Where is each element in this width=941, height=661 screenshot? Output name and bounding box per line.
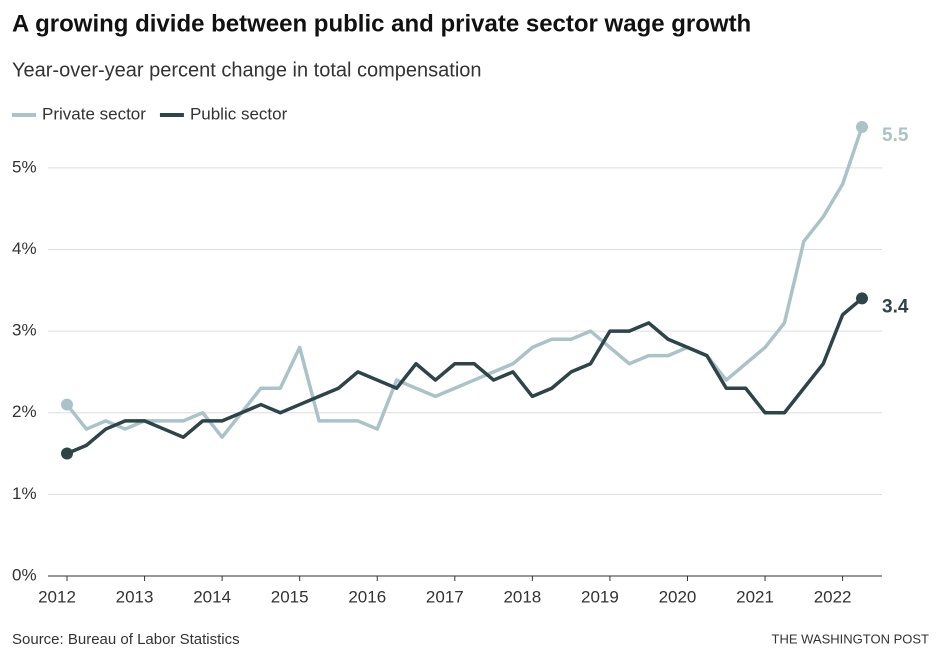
- x-tick-label: 2014: [193, 587, 231, 606]
- y-tick-label: 5%: [12, 157, 37, 176]
- end-dot: [856, 121, 868, 133]
- line: [65, 126, 864, 439]
- end-dot: [61, 398, 73, 411]
- x-tick-label: 2019: [581, 587, 619, 606]
- source: Source: Bureau of Labor Statistics: [12, 631, 240, 648]
- y-tick-label: 4%: [12, 239, 37, 258]
- credit: THE WASHINGTON POST: [772, 631, 930, 646]
- chart-title: A growing divide between public and priv…: [12, 10, 751, 37]
- x-tick-label: 2020: [659, 587, 697, 606]
- y-tick-label: 1%: [12, 484, 37, 503]
- x-tick-label: 2015: [271, 587, 309, 606]
- x-tick-label: 2018: [503, 587, 541, 606]
- y-tick-label: 2%: [12, 402, 37, 421]
- x-tick-label: 2012: [38, 587, 76, 606]
- x-tick-label: 2013: [116, 587, 154, 606]
- end-label: 3.4: [882, 296, 909, 317]
- line: [66, 297, 864, 456]
- legend-label: Private sector: [42, 104, 146, 123]
- x-tick-label: 2022: [814, 587, 852, 606]
- x-tick-label: 2021: [736, 587, 774, 606]
- legend-label: Public sector: [190, 104, 288, 123]
- y-tick-label: 0%: [12, 565, 37, 584]
- x-tick-label: 2016: [348, 587, 386, 606]
- y-tick-label: 3%: [12, 321, 37, 340]
- end-label: 5.5: [882, 125, 909, 146]
- x-tick-label: 2017: [426, 587, 464, 606]
- end-dot: [856, 292, 868, 305]
- chart-subtitle: Year-over-year percent change in total c…: [12, 59, 482, 81]
- end-dot: [61, 447, 73, 460]
